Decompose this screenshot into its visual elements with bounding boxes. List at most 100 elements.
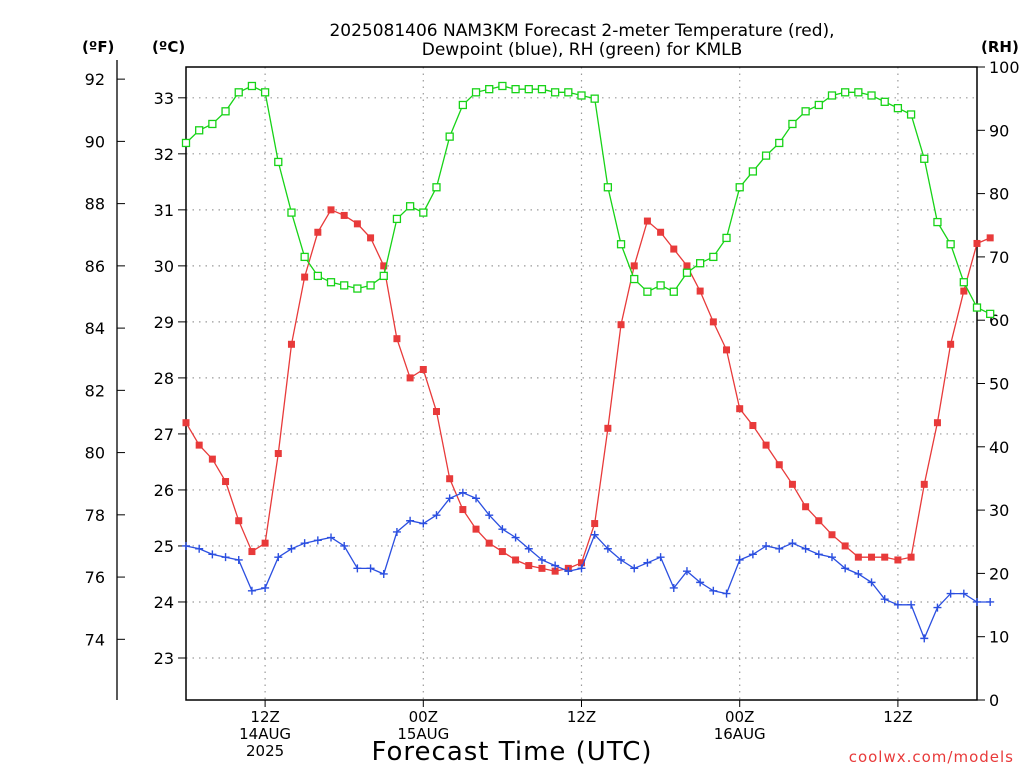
rh-point xyxy=(340,281,349,290)
rh-point xyxy=(419,208,428,217)
dewpoint-point xyxy=(973,597,981,606)
celsius-tick-label: 25 xyxy=(154,537,174,556)
temperature-point xyxy=(709,318,717,326)
temperature-point xyxy=(498,548,506,556)
dewpoint-point xyxy=(340,541,349,550)
dewpoint-point xyxy=(353,564,362,573)
time-tick-label: 14AUG xyxy=(239,725,291,743)
rh-point xyxy=(920,154,929,163)
temperature-point xyxy=(393,335,401,343)
dewpoint-point xyxy=(274,553,283,562)
temperature-point xyxy=(195,441,203,449)
rh-point xyxy=(880,97,889,106)
fahrenheit-tick-label: 92 xyxy=(85,70,105,89)
rh-tick-label: 90 xyxy=(989,121,1009,140)
temperature-point xyxy=(683,262,691,270)
temperature-point xyxy=(274,450,282,458)
rh-point xyxy=(260,88,270,97)
rh-point xyxy=(748,167,758,176)
temperature-point xyxy=(907,553,915,561)
chart-title-line1: 2025081406 NAM3KM Forecast 2-meter Tempe… xyxy=(329,21,834,41)
rh-point xyxy=(537,85,547,94)
rh-tick-label: 20 xyxy=(989,564,1009,583)
fahrenheit-tick-label: 80 xyxy=(85,444,105,463)
time-tick-label: 12Z xyxy=(567,708,596,726)
dewpoint-point xyxy=(485,511,494,520)
temperature-point xyxy=(525,562,533,570)
dewpoint-point xyxy=(392,527,401,536)
fahrenheit-tick-label: 78 xyxy=(85,506,105,525)
time-tick-label: 00Z xyxy=(409,708,438,726)
rh-point xyxy=(524,85,533,94)
dewpoint-point xyxy=(300,539,309,548)
temperature-point xyxy=(868,553,876,561)
dewpoint-point xyxy=(814,550,823,559)
rh-point xyxy=(326,278,336,287)
rh-point xyxy=(867,91,876,100)
dewpoint-point xyxy=(748,550,757,559)
dewpoint-point xyxy=(854,569,863,578)
temperature-point xyxy=(604,424,612,432)
plot-frame xyxy=(185,66,978,701)
rh-point xyxy=(208,119,217,129)
chart-title-line2: Dewpoint (blue), RH (green) for KMLB xyxy=(422,40,743,60)
dewpoint-point xyxy=(709,586,718,595)
rh-point xyxy=(432,183,441,192)
time-tick-label: 12Z xyxy=(250,708,279,726)
rh-tick-label: 40 xyxy=(989,438,1009,457)
temperature-point xyxy=(749,422,757,430)
celsius-tick-label: 23 xyxy=(154,649,174,668)
temperature-point xyxy=(459,506,467,514)
temperature-point xyxy=(235,517,243,525)
fahrenheit-tick-label: 74 xyxy=(85,630,105,649)
dewpoint-point xyxy=(247,586,256,595)
temperature-point xyxy=(815,517,823,525)
rh-point xyxy=(709,252,718,262)
dewpoint-point xyxy=(775,544,784,553)
rh-point xyxy=(247,81,257,91)
temperature-point xyxy=(775,461,783,469)
rh-point xyxy=(801,107,810,116)
rh-point xyxy=(643,287,652,296)
temperature-point xyxy=(841,542,849,550)
dewpoint-point xyxy=(261,583,270,592)
rh-point xyxy=(485,85,494,94)
tick-labels: 232425262728293031323312Z14AUG202500Z15A… xyxy=(85,58,1020,760)
fahrenheit-tick-label: 82 xyxy=(85,381,105,400)
rh-tick-label: 70 xyxy=(989,248,1009,267)
temperature-point xyxy=(446,475,454,483)
rh-point xyxy=(379,271,388,281)
dewpoint-point xyxy=(682,567,691,576)
rh-tick-label: 10 xyxy=(989,628,1009,647)
dewpoint-point xyxy=(801,544,810,553)
dewpoint-point xyxy=(406,516,415,525)
rh-point xyxy=(906,110,916,119)
temperature-point xyxy=(538,564,546,572)
dewpoint-point xyxy=(432,511,441,520)
dewpoint-point xyxy=(946,589,955,598)
temperature-point xyxy=(314,228,322,236)
dewpoint-point xyxy=(208,550,217,559)
rh-point xyxy=(287,208,296,217)
credit-text: coolwx.com/models xyxy=(849,748,1014,766)
rh-point xyxy=(603,183,613,192)
temperature-point xyxy=(512,556,520,564)
temperature-point xyxy=(723,346,731,354)
gridlines xyxy=(186,67,977,700)
dewpoint-point xyxy=(182,541,190,550)
rh-tick-label: 80 xyxy=(989,185,1009,204)
rh-point xyxy=(656,281,665,290)
dewpoint-point xyxy=(313,536,322,545)
rh-point xyxy=(511,85,520,94)
dewpoint-point xyxy=(643,558,652,567)
rh-point xyxy=(893,103,903,113)
dewpoint-point xyxy=(195,544,204,553)
dewpoint-point xyxy=(696,578,705,587)
temperature-point xyxy=(960,287,968,295)
time-tick-label: 15AUG xyxy=(397,725,449,743)
temperature-point xyxy=(736,405,744,413)
rh-point xyxy=(221,107,230,116)
temperature-point xyxy=(367,234,375,242)
rh-point xyxy=(550,88,560,97)
